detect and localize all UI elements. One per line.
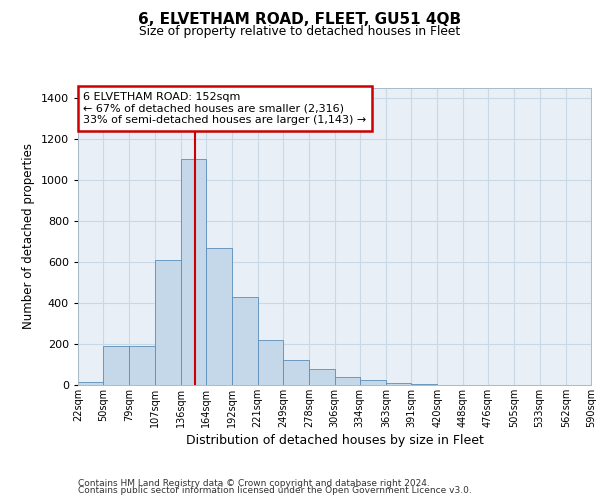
Y-axis label: Number of detached properties: Number of detached properties (22, 143, 35, 329)
Bar (335, 377, 360, 385)
X-axis label: Distribution of detached houses by size in Fleet: Distribution of detached houses by size … (185, 434, 484, 447)
Text: 6 ELVETHAM ROAD: 152sqm
← 67% of detached houses are smaller (2,316)
33% of semi: 6 ELVETHAM ROAD: 152sqm ← 67% of detache… (83, 92, 367, 125)
Bar (258, 340, 283, 385)
Bar (360, 380, 386, 385)
Bar (232, 297, 258, 385)
Bar (283, 360, 309, 385)
Bar (103, 346, 130, 385)
Bar (181, 160, 206, 385)
Text: Size of property relative to detached houses in Fleet: Size of property relative to detached ho… (139, 25, 461, 38)
Text: Contains public sector information licensed under the Open Government Licence v3: Contains public sector information licen… (78, 486, 472, 495)
Bar (386, 383, 411, 385)
Bar (411, 384, 437, 385)
Bar (309, 368, 335, 385)
Bar (130, 346, 155, 385)
Text: Contains HM Land Registry data © Crown copyright and database right 2024.: Contains HM Land Registry data © Crown c… (78, 478, 430, 488)
Text: 6, ELVETHAM ROAD, FLEET, GU51 4QB: 6, ELVETHAM ROAD, FLEET, GU51 4QB (139, 12, 461, 28)
Bar (155, 260, 181, 385)
Bar (206, 248, 232, 385)
Bar (78, 382, 103, 385)
